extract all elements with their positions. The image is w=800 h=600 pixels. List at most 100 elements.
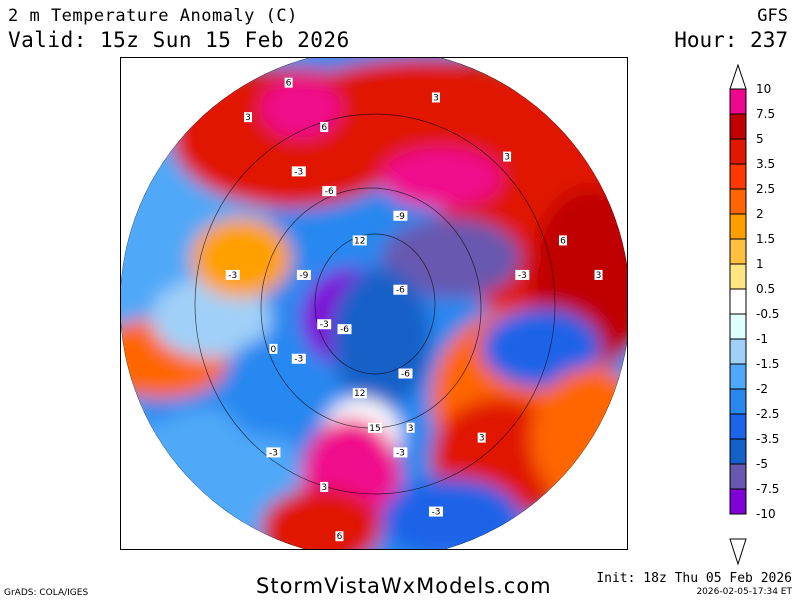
colorbar-label: -7.5 — [756, 482, 780, 496]
contour-value-label: -3 — [225, 269, 240, 281]
contour-value-label: 12 — [352, 388, 367, 399]
colorbar-label: -0.5 — [756, 307, 780, 321]
contour-line — [314, 233, 436, 375]
colorbar-swatch — [729, 338, 747, 365]
contour-value-label: -3 — [393, 447, 408, 458]
colorbar-swatch — [729, 313, 747, 340]
colorbar-label: 7.5 — [756, 107, 776, 121]
colorbar-label: 5 — [756, 132, 764, 146]
contour-value-label: -6 — [393, 284, 408, 296]
contour-value-label: 3 — [503, 151, 512, 163]
contour-value-label: 3 — [244, 112, 252, 123]
colorbar-swatch — [729, 388, 747, 415]
contour-value-label: 3 — [406, 422, 415, 434]
svg-text:6: 6 — [337, 532, 343, 542]
site-link[interactable]: StormVistaWxModels.com — [256, 574, 552, 598]
colorbar-label: -3.5 — [756, 432, 780, 446]
contour-line — [194, 113, 556, 495]
contour-value-label: -9 — [393, 210, 408, 222]
colorbar-swatch — [729, 463, 747, 490]
svg-text:3: 3 — [408, 424, 414, 434]
contour-value-label: -6 — [337, 324, 352, 335]
contour-value-label: 6 — [284, 77, 293, 89]
map-frame: 6 3 6 3 -3 -6 12 -9 -3 -9 -6 -3 3 -3 -6 -3 -6 0 12 15 3 -3 -3 3… — [120, 57, 628, 550]
colorbar-swatch — [729, 413, 747, 440]
contour-value-label: -3 — [291, 166, 306, 177]
colorbar-label: -2 — [756, 382, 768, 396]
contour-value-label: 6 — [320, 122, 329, 133]
colorbar-label: 10 — [756, 82, 772, 96]
anomaly-region — [381, 218, 521, 298]
map-title: 2 m Temperature Anomaly (C) — [8, 6, 298, 26]
svg-text:3: 3 — [321, 483, 327, 493]
colorbar-swatch — [729, 488, 747, 515]
forecast-hour: Hour: 237 — [674, 28, 788, 52]
contour-value-label: -3 — [266, 447, 281, 458]
contour-value-label: 6 — [335, 531, 344, 542]
svg-text:-6: -6 — [401, 370, 410, 380]
arrow-down-icon — [729, 538, 747, 566]
svg-text:-3: -3 — [269, 448, 278, 458]
svg-text:6: 6 — [321, 123, 327, 133]
contour-value-label: 3 — [320, 481, 329, 493]
colorbar-label: 3.5 — [756, 157, 776, 171]
colorbar-label: 2 — [756, 207, 764, 221]
colorbar-swatch — [729, 113, 747, 140]
anomaly-region — [381, 148, 501, 208]
polar-map: 6 3 6 3 -3 -6 12 -9 -3 -9 -6 -3 3 -3 -6 -3 -6 0 12 15 3 -3 -3 3… — [121, 58, 627, 549]
svg-text:-3: -3 — [228, 271, 237, 281]
svg-text:15: 15 — [369, 424, 380, 434]
svg-text:6: 6 — [560, 236, 566, 246]
contour-value-label: -3 — [317, 319, 332, 330]
contour-value-label: -9 — [296, 269, 311, 281]
arrow-up-icon — [729, 64, 747, 90]
colorbar-swatch — [729, 438, 747, 465]
contour-value-label: 0 — [269, 343, 278, 355]
contour-value-label: -6 — [322, 186, 337, 197]
colorbar-swatch — [729, 263, 747, 290]
contour-value-label: -6 — [398, 368, 413, 380]
colorbar-label: -1 — [756, 332, 768, 346]
anomaly-region — [261, 78, 341, 138]
contour-value-label: 15 — [368, 422, 382, 434]
contour-value-label: -3 — [428, 506, 443, 518]
svg-text:3: 3 — [433, 93, 439, 103]
colorbar-swatch — [729, 238, 747, 265]
svg-text:-9: -9 — [299, 271, 308, 281]
colorbar-label: 0.5 — [756, 282, 776, 296]
colorbar-swatch — [729, 188, 747, 215]
colorbar-swatch — [729, 163, 747, 190]
colorbar-swatch — [729, 88, 747, 115]
colorbar-label: 2.5 — [756, 182, 776, 196]
svg-text:3: 3 — [596, 271, 602, 281]
svg-text:-9: -9 — [396, 212, 405, 222]
svg-text:-3: -3 — [294, 355, 303, 365]
colorbar-label: 1.5 — [756, 232, 776, 246]
svg-text:12: 12 — [354, 236, 365, 246]
colorbar-swatch — [729, 363, 747, 390]
svg-text:-6: -6 — [340, 325, 349, 335]
contour-value-label: 3 — [594, 269, 603, 281]
svg-text:-6: -6 — [325, 187, 334, 197]
colorbar — [729, 64, 747, 566]
anomaly-region — [331, 268, 431, 408]
init-time: Init: 18z Thu 05 Feb 2026 — [596, 571, 792, 586]
color-legend: 10 7.5 5 3.5 2.5 2 1.5 1 0.5 -0.5 -1 -1.5 -2 -2.5 -3.5… — [729, 64, 789, 569]
model-name: GFS — [757, 6, 788, 26]
svg-text:-6: -6 — [396, 286, 405, 296]
svg-text:-3: -3 — [294, 167, 303, 177]
colorbar-swatch — [729, 213, 747, 240]
contour-value-label: -3 — [291, 353, 306, 365]
timestamp: 2026-02-05-17:34 ET — [696, 587, 792, 597]
valid-time: Valid: 15z Sun 15 Feb 2026 — [8, 28, 350, 52]
svg-text:-3: -3 — [431, 508, 440, 518]
colorbar-swatch — [729, 138, 747, 165]
contour-value-label: -3 — [515, 269, 530, 281]
colorbar-label: -5 — [756, 457, 768, 471]
anomaly-region — [481, 308, 601, 388]
colorbar-label: -10 — [756, 507, 776, 521]
colorbar-label: -2.5 — [756, 407, 780, 421]
svg-text:-3: -3 — [396, 448, 405, 458]
contour-value-label: 6 — [558, 235, 567, 246]
